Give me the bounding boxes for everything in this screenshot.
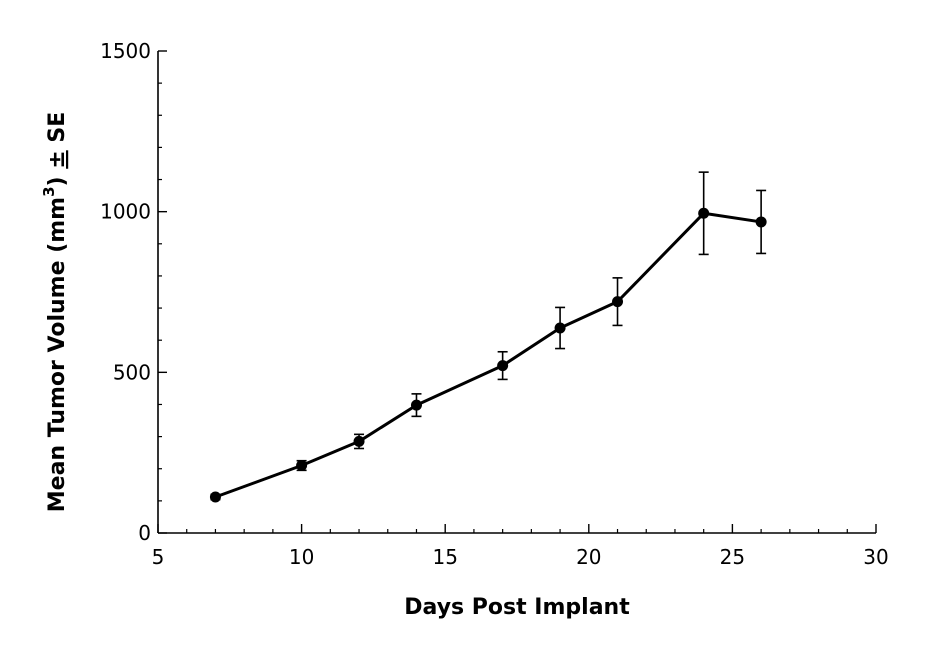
y-axis-ticks: 0 500 1000 1500 xyxy=(100,39,167,545)
data-point xyxy=(353,435,365,447)
y-axis-title-prefix: Mean Tumor Volume (mm xyxy=(45,197,70,512)
x-tick-label: 20 xyxy=(576,545,601,569)
y-tick-label: 500 xyxy=(113,360,151,384)
x-axis-ticks: 5 10 15 20 25 30 xyxy=(152,524,889,569)
x-tick-label: 10 xyxy=(289,545,314,569)
y-tick-label: 1500 xyxy=(100,39,151,63)
y-axis-title: Mean Tumor Volume (mm3) ± SE xyxy=(40,112,70,512)
axes xyxy=(157,51,876,534)
x-tick-label: 5 xyxy=(152,545,165,569)
y-axis-title-suffix: ) xyxy=(45,169,70,187)
x-tick-label: 30 xyxy=(863,545,888,569)
error-bars xyxy=(210,171,767,501)
x-tick-label: 25 xyxy=(720,545,745,569)
data-point xyxy=(410,399,422,411)
data-point xyxy=(612,296,624,308)
y-tick-label: 1000 xyxy=(100,200,151,224)
data-point xyxy=(209,491,221,503)
y-axis-title-pm-symbol: ± xyxy=(45,150,70,168)
data-point xyxy=(755,216,767,228)
data-point xyxy=(698,207,710,219)
x-axis-title: Days Post Implant xyxy=(404,595,630,620)
data-point xyxy=(296,460,308,472)
y-tick-label: 0 xyxy=(138,521,151,545)
x-tick-label: 15 xyxy=(432,545,457,569)
data-series xyxy=(209,207,767,503)
y-axis-title-superscript: 3 xyxy=(40,186,58,196)
series-line xyxy=(214,211,762,499)
y-axis-title-se: SE xyxy=(45,112,70,151)
data-point xyxy=(497,360,509,372)
data-point xyxy=(554,322,566,334)
